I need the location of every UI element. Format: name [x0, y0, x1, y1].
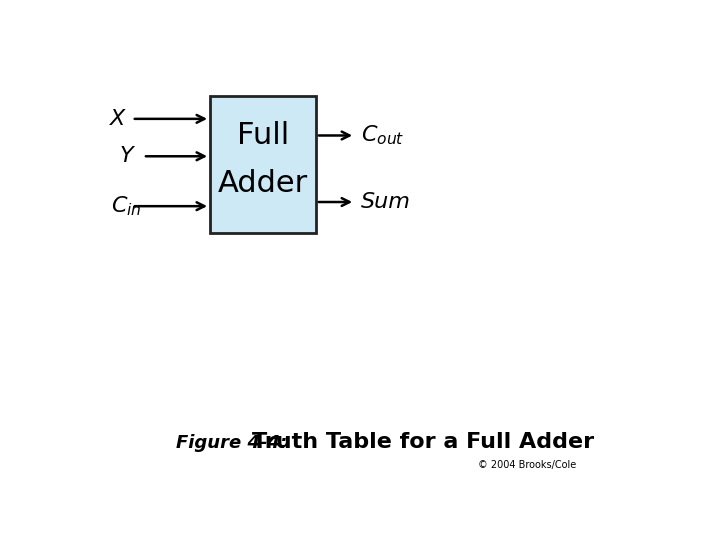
FancyBboxPatch shape: [210, 96, 316, 233]
Text: © 2004 Brooks/Cole: © 2004 Brooks/Cole: [478, 460, 576, 470]
Text: $C_{out}$: $C_{out}$: [361, 124, 404, 147]
Text: $C_{in}$: $C_{in}$: [111, 194, 142, 218]
Text: Full: Full: [237, 121, 289, 150]
Text: Figure 4-4:: Figure 4-4:: [176, 434, 288, 453]
Text: Adder: Adder: [218, 169, 308, 198]
Text: Truth Table for a Full Adder: Truth Table for a Full Adder: [252, 433, 594, 453]
Text: Sum: Sum: [361, 192, 410, 212]
Text: X: X: [110, 109, 125, 129]
Text: Y: Y: [120, 146, 133, 166]
